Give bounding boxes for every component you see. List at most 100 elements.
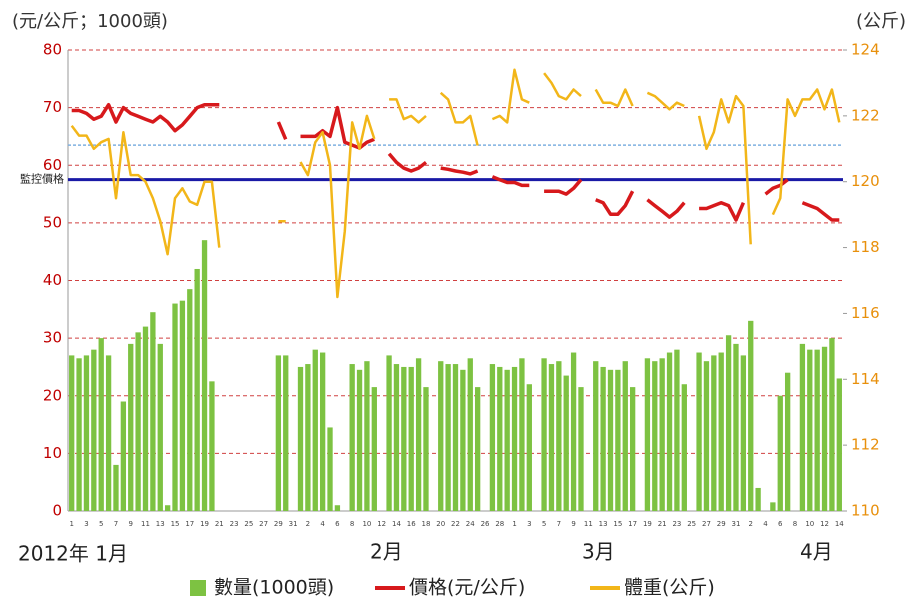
x-tick-label: 6 [335,520,340,528]
x-tick-label: 21 [215,520,224,528]
x-tick-label: 1 [69,520,73,528]
x-tick-label: 8 [793,520,797,528]
y2-tick-label: 116 [851,304,880,322]
x-tick-label: 19 [200,520,209,528]
y2-tick-label: 122 [851,106,880,124]
bar [460,369,466,511]
x-tick-label: 23 [230,520,239,528]
bar [393,364,400,511]
x-tick-label: 23 [672,520,681,528]
x-tick-label: 4 [320,520,325,528]
x-tick-label: 28 [495,520,504,528]
x-tick-label: 12 [820,520,829,528]
y-tick-label: 40 [43,271,62,289]
bar [814,349,820,511]
bar [371,387,377,511]
bar [629,387,636,511]
bar [327,427,333,511]
bar [194,268,200,511]
bar [91,349,97,511]
bar [135,332,141,511]
bar [113,464,119,511]
bar [187,289,193,511]
y2-tick-label: 118 [851,238,880,256]
bar [474,387,481,511]
reference-label: 監控價格 [20,172,64,186]
y-tick-label: 30 [43,329,62,347]
x-tick-label: 27 [702,520,711,528]
bar [836,378,842,511]
bar [644,358,651,511]
x-tick-label: 4 [763,520,768,528]
bar [142,326,149,511]
x-tick-label: 31 [289,520,298,528]
bar [784,372,791,511]
bar [157,343,163,511]
legend-label: 體重(公斤) [624,577,715,599]
bar [718,352,724,511]
bar [711,355,717,511]
y-tick-label: 20 [43,386,62,404]
x-tick-label: 2 [306,520,310,528]
bar [696,352,702,511]
bar [489,364,496,511]
y-tick-label: 70 [43,98,62,116]
bar [519,358,525,511]
x-tick-label: 11 [141,520,150,528]
y2-tick-label: 114 [851,370,880,388]
bar [511,366,518,511]
bar [748,320,754,511]
bar [740,355,747,511]
bar [349,364,355,511]
x-tick-label: 14 [392,520,401,528]
x-tick-label: 8 [350,520,354,528]
month-label: 3月 [582,540,615,564]
x-tick-label: 10 [362,520,371,528]
x-tick-label: 5 [99,520,103,528]
bar [666,352,673,511]
bar [356,369,363,511]
legend-swatch [190,580,206,596]
bar [283,355,289,511]
x-tick-label: 20 [436,520,445,528]
month-label: 4月 [800,540,833,564]
bar [563,375,569,511]
bar [733,343,739,511]
bar [164,505,171,511]
bar [98,338,104,511]
x-tick-label: 17 [185,520,194,528]
bar [201,240,208,511]
bar [401,366,407,511]
bar [497,366,503,511]
line [70,68,841,299]
x-tick-label: 3 [527,520,531,528]
bar [504,369,510,511]
bar [128,343,134,511]
x-tick-label: 26 [481,520,490,528]
bar [659,358,665,511]
bar [467,358,473,511]
x-tick-label: 9 [571,520,575,528]
y2-tick-label: 112 [851,436,880,454]
bar [319,352,326,511]
bar [703,361,710,511]
bar [556,361,562,511]
bar [312,349,318,511]
y-tick-label: 80 [43,41,62,59]
y-tick-label: 0 [52,502,62,520]
x-tick-label: 14 [835,520,844,528]
y2-tick-label: 124 [851,41,880,59]
bar [821,346,828,511]
x-tick-label: 18 [422,520,431,528]
bar [777,395,783,511]
bar [674,349,680,511]
x-tick-label: 2 [749,520,753,528]
y-tick-label: 60 [43,156,62,174]
bar [799,343,806,511]
x-tick-label: 9 [129,520,133,528]
month-label: 2月 [370,540,403,564]
legend-label: 價格(元/公斤) [409,577,525,599]
bar [829,338,835,511]
bar [570,352,577,511]
